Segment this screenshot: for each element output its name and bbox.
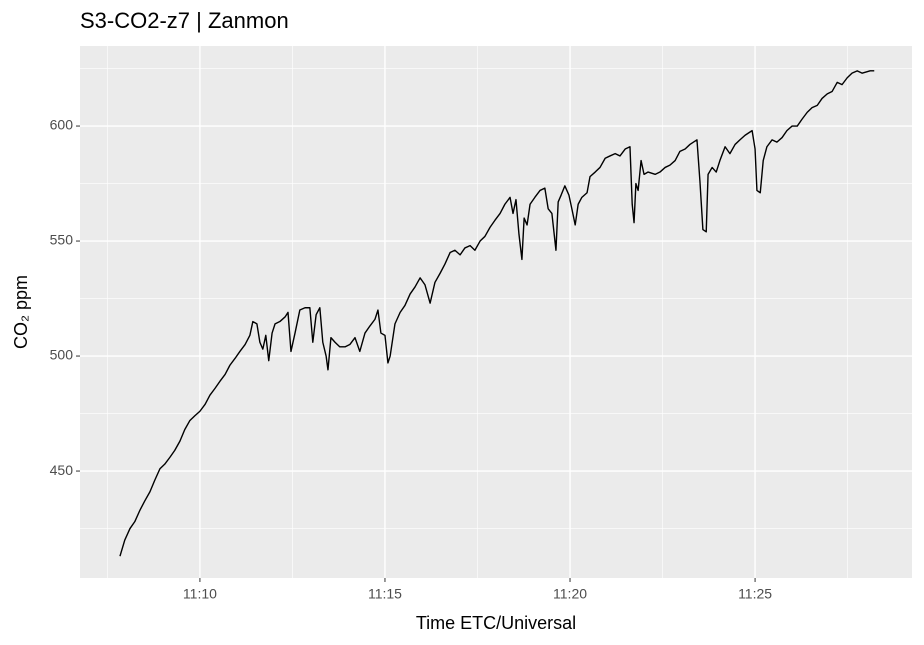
x-tick-label: 11:15 bbox=[368, 586, 402, 602]
y-tick-label: 550 bbox=[50, 232, 74, 248]
panel bbox=[80, 46, 912, 578]
y-tick-label: 450 bbox=[50, 462, 74, 478]
data-line bbox=[119, 70, 875, 557]
x-tick-label: 11:25 bbox=[738, 586, 772, 602]
x-tick-label: 11:20 bbox=[553, 586, 587, 602]
y-tick-label: 600 bbox=[50, 117, 74, 133]
x-axis-label: Time ETC/Universal bbox=[416, 613, 576, 633]
y-axis-label: CO₂ ppm bbox=[11, 275, 31, 349]
x-tick-label: 11:10 bbox=[183, 586, 217, 602]
chart-title: S3-CO2-z7 | Zanmon bbox=[80, 8, 289, 33]
y-tick-label: 500 bbox=[50, 347, 74, 363]
